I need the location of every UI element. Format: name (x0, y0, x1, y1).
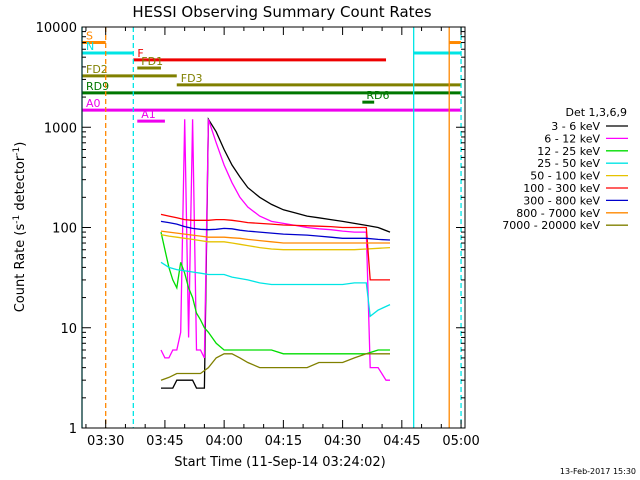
legend-entry-label: 100 - 300 keV (523, 182, 600, 195)
x-axis-ticks: 03:30 03:45 04:00 04:15 04:30 04:45 05:00 (85, 27, 480, 449)
y-tick-label: 100 (52, 222, 77, 237)
series-line (160, 220, 391, 241)
flag-bar-label: F (137, 47, 143, 60)
flag-bar-label: A0 (86, 97, 101, 110)
y-tick-label: 1000 (44, 121, 77, 136)
y-tick-label: 1 (69, 422, 77, 437)
series-line (160, 230, 390, 244)
legend-entry-label: 3 - 6 keV (551, 120, 600, 133)
flag-bar-label: FD1 (141, 55, 163, 68)
y-tick-label: 10 (60, 322, 77, 337)
x-tick-label: 03:45 (146, 434, 183, 449)
series-line (161, 117, 391, 389)
y-tick-label: 10000 (36, 21, 77, 36)
series-line (160, 261, 391, 318)
y-axis-label: Count Rate (s-1 detector-1) (12, 142, 28, 313)
x-axis-label: Start Time (11-Sep-14 03:24:02) (174, 455, 385, 470)
legend-entry-label: 25 - 50 keV (537, 157, 600, 170)
legend-entry-label: 7000 - 20000 keV (502, 219, 600, 232)
legend-entry-label: 50 - 100 keV (530, 170, 600, 183)
x-tick-label: 04:00 (205, 434, 242, 449)
flag-bar-label: A1 (141, 108, 156, 121)
legend-entry-label: 6 - 12 keV (544, 132, 600, 145)
x-tick-label: 04:30 (324, 434, 361, 449)
legend-entry-label: 800 - 7000 keV (516, 207, 600, 220)
series-line (160, 213, 390, 281)
x-tick-label: 04:15 (265, 434, 302, 449)
flag-bar-label: RD6 (366, 89, 389, 102)
series-line (160, 353, 390, 381)
legend-entry-label: 12 - 25 keV (537, 145, 600, 158)
y-axis-ticks: 1 10 100 1000 10000 (36, 21, 465, 437)
flag-bar-label: FD2 (86, 63, 108, 76)
x-tick-label: 04:45 (383, 434, 420, 449)
series-line (160, 119, 390, 381)
x-tick-label: 05:00 (442, 434, 479, 449)
flag-bar-label: FD3 (181, 72, 203, 85)
chart-title: HESSI Observing Summary Count Rates (132, 3, 431, 21)
flag-bar-label: S (86, 30, 93, 43)
series-line (160, 231, 390, 355)
x-tick-label: 03:30 (87, 434, 124, 449)
flag-bar-label: RD9 (86, 80, 109, 93)
series-line (160, 233, 391, 251)
timestamp: 13-Feb-2017 15:30 (560, 467, 636, 476)
series-lines (160, 117, 391, 389)
legend-entry-label: 300 - 800 keV (523, 194, 600, 207)
legend-title: Det 1,3,6,9 (565, 106, 627, 119)
flag-bar-label: N (86, 40, 94, 53)
